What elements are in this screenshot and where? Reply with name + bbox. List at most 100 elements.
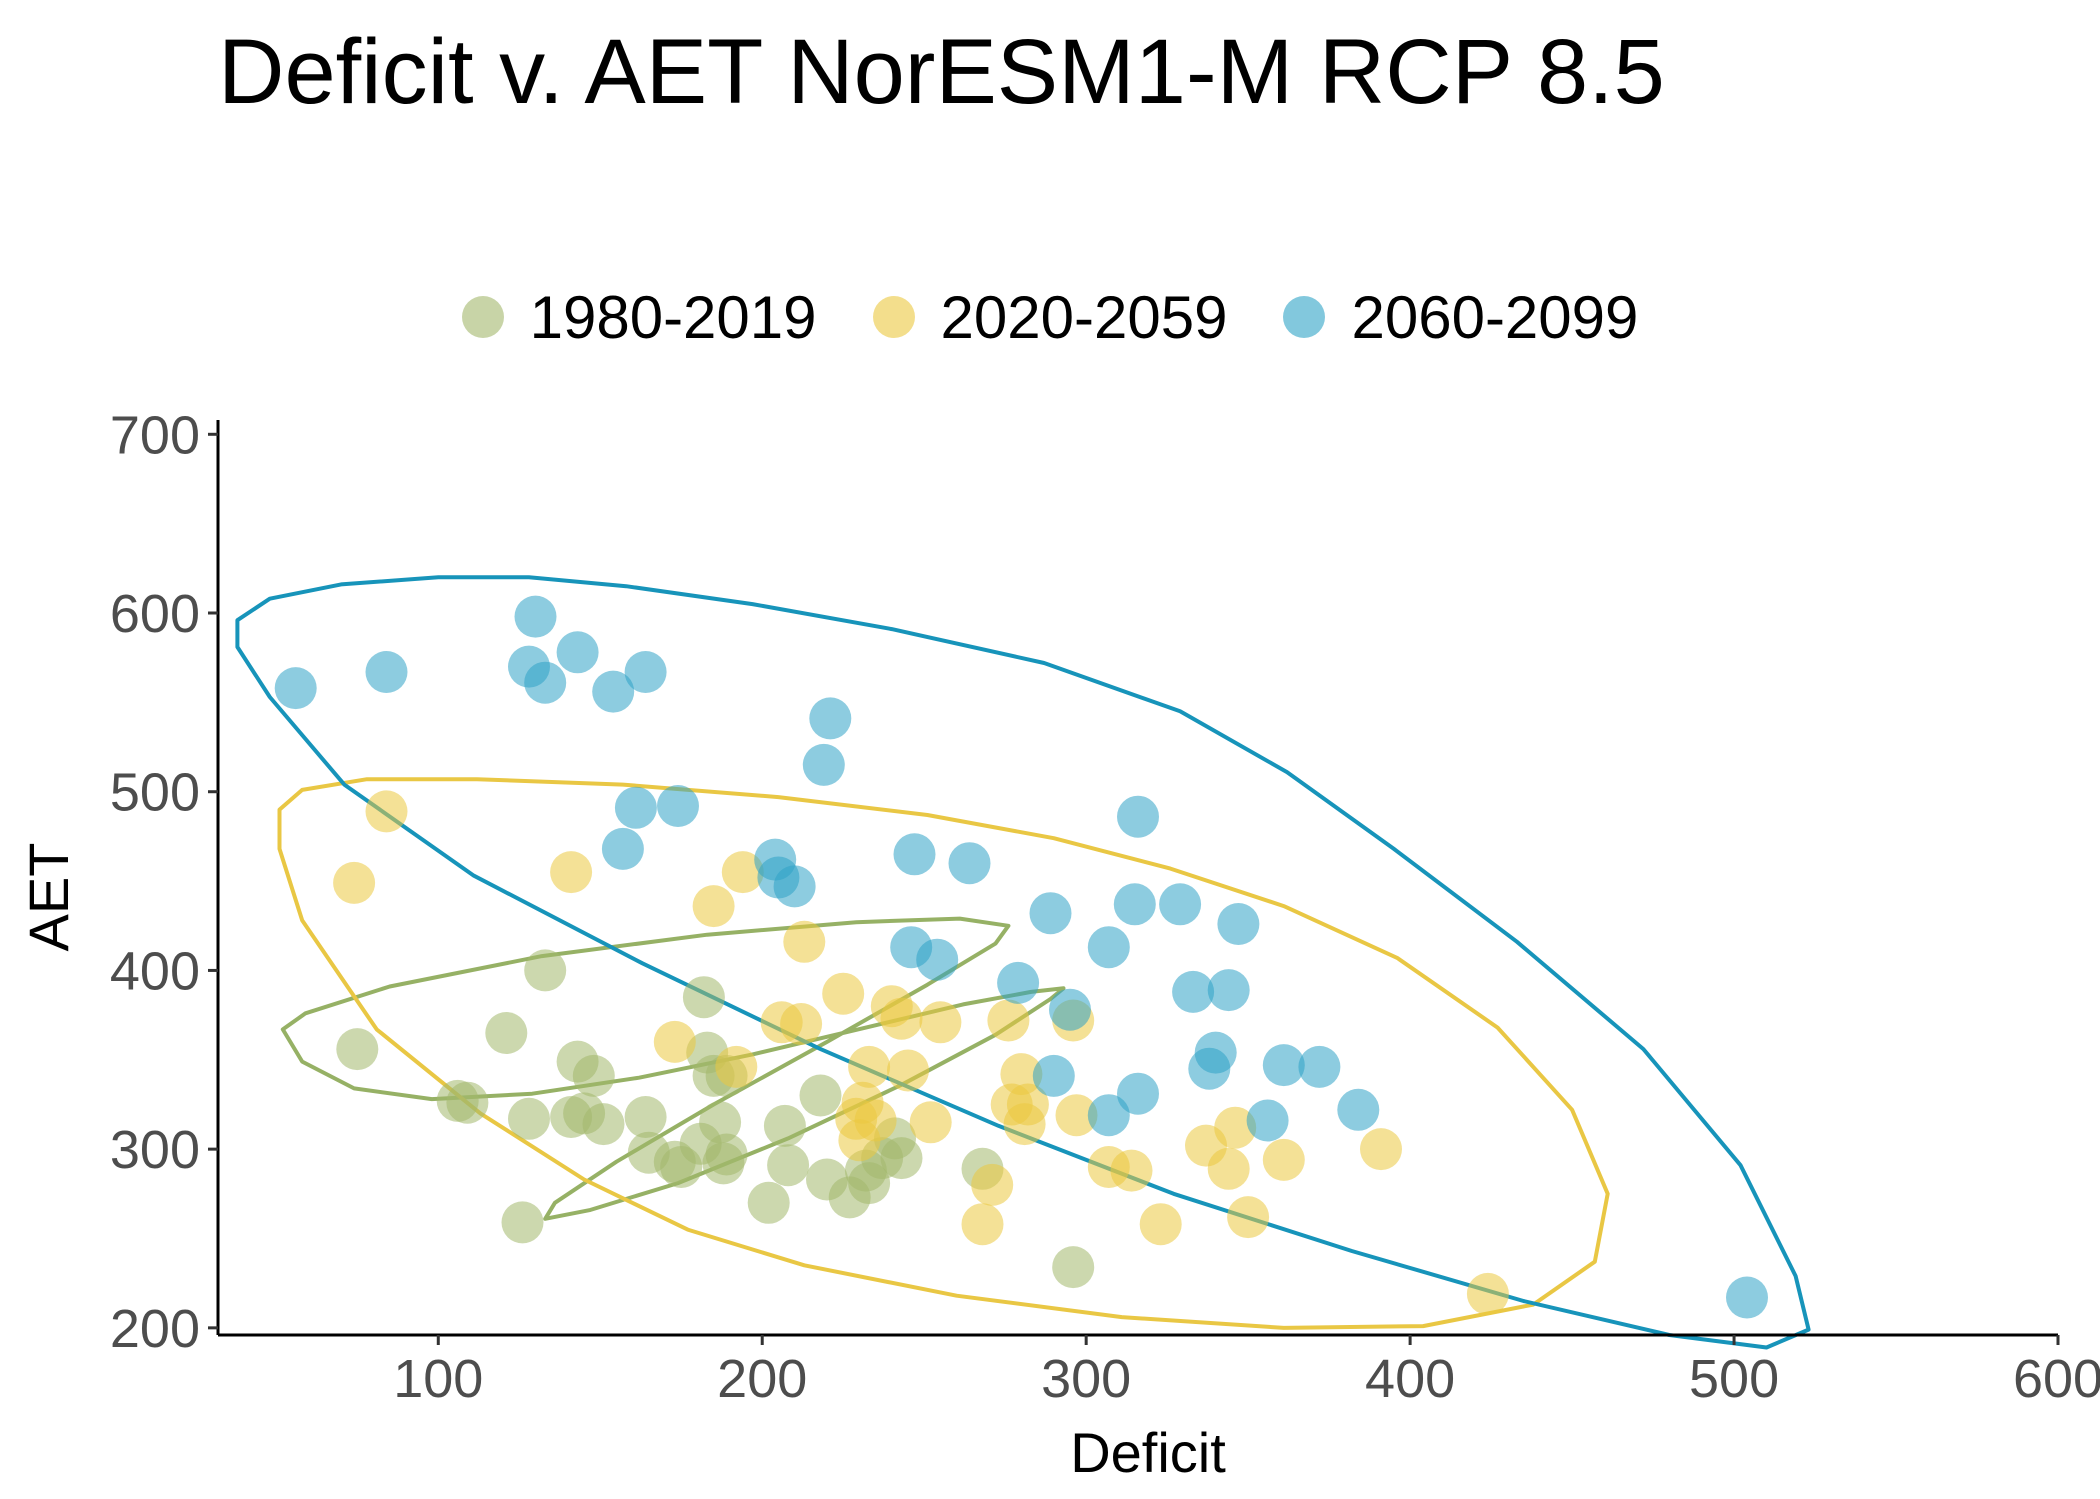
- point-2060-2099: [997, 961, 1040, 1004]
- legend-item-2060-2099: 2060-2099: [1283, 283, 1638, 352]
- chart-title: Deficit v. AET NorESM1-M RCP 8.5: [218, 21, 1665, 123]
- legend-marker-1980-2019: [461, 296, 504, 338]
- point-2020-2059: [1214, 1106, 1257, 1149]
- y-tick-label: 500: [110, 763, 200, 823]
- point-1980-2019: [1052, 1246, 1095, 1289]
- point-2020-2059: [854, 1099, 897, 1142]
- point-2060-2099: [1117, 795, 1159, 838]
- point-2020-2059: [909, 1101, 952, 1144]
- point-2060-2099: [1298, 1045, 1341, 1088]
- point-2020-2059: [822, 972, 865, 1015]
- point-2020-2059: [887, 1049, 929, 1092]
- point-2020-2059: [961, 1203, 1004, 1246]
- point-2020-2059: [919, 1001, 962, 1044]
- point-2060-2099: [1087, 926, 1130, 969]
- point-2020-2059: [1227, 1196, 1270, 1239]
- x-tick-label: 100: [393, 1349, 483, 1409]
- axes-layer: 100 200 300 400 500 600 200 300 400 500 600 700: [110, 405, 2100, 1409]
- point-2060-2099: [1159, 883, 1202, 926]
- point-2020-2059: [653, 1020, 696, 1063]
- point-2060-2099: [524, 661, 567, 704]
- point-2020-2059: [333, 861, 376, 904]
- point-2020-2059: [1466, 1272, 1509, 1315]
- point-2060-2099: [773, 865, 816, 908]
- point-2020-2059: [721, 851, 764, 894]
- point-2020-2059: [880, 997, 923, 1040]
- y-tick-label: 700: [110, 405, 200, 465]
- point-2020-2059: [1207, 1147, 1250, 1190]
- x-tick-label: 600: [2013, 1349, 2100, 1409]
- point-2060-2099: [1117, 1072, 1159, 1115]
- y-tick-label: 200: [110, 1299, 200, 1359]
- point-2020-2059: [780, 1003, 823, 1045]
- ellipse-2020-2059: [277, 777, 1610, 1330]
- point-1980-2019: [582, 1103, 625, 1146]
- point-2060-2099: [1049, 988, 1091, 1031]
- point-2020-2059: [550, 851, 593, 894]
- point-2020-2059: [1110, 1149, 1153, 1192]
- legend-marker-2060-2099: [1283, 296, 1326, 338]
- y-axis-label: AET: [17, 843, 80, 952]
- legend-label-2060-2099: 2060-2099: [1351, 283, 1639, 351]
- point-1980-2019: [501, 1201, 544, 1244]
- y-tick-label: 300: [110, 1120, 200, 1180]
- point-2020-2059: [971, 1163, 1014, 1206]
- point-2060-2099: [601, 827, 644, 870]
- y-tick-label: 400: [110, 941, 200, 1001]
- point-2060-2099: [1032, 1054, 1075, 1097]
- point-1980-2019: [799, 1074, 842, 1117]
- point-2060-2099: [556, 631, 599, 674]
- point-2020-2059: [692, 885, 735, 928]
- point-2060-2099: [1337, 1088, 1380, 1131]
- ellipse-1980-2019: [280, 916, 1066, 1221]
- point-2060-2099: [802, 743, 845, 786]
- point-2020-2059: [1262, 1138, 1305, 1181]
- legend-label-2020-2059: 2020-2059: [940, 283, 1228, 351]
- point-2020-2059: [1360, 1128, 1402, 1171]
- point-2060-2099: [1726, 1276, 1768, 1319]
- point-2060-2099: [365, 651, 408, 693]
- x-tick-label: 400: [1365, 1349, 1455, 1409]
- point-2060-2099: [1087, 1094, 1130, 1137]
- point-2020-2059: [987, 999, 1030, 1042]
- y-tick-label: 600: [110, 584, 200, 644]
- point-2060-2099: [624, 651, 667, 693]
- point-1980-2019: [699, 1101, 742, 1144]
- point-1980-2019: [880, 1137, 923, 1180]
- points-layer: [274, 595, 1768, 1319]
- point-2060-2099: [1194, 1031, 1237, 1074]
- legend-marker-2020-2059: [872, 296, 915, 338]
- point-1980-2019: [763, 1104, 806, 1147]
- ellipse-2060-2099: [235, 575, 1811, 1350]
- point-2020-2059: [783, 920, 826, 963]
- point-2060-2099: [1246, 1099, 1289, 1142]
- point-1980-2019: [705, 1133, 748, 1176]
- legend: 1980-2019 2020-2059 2060-2099: [0, 282, 2100, 352]
- point-2060-2099: [1172, 970, 1215, 1013]
- point-2060-2099: [614, 786, 657, 829]
- x-tick-label: 500: [1689, 1349, 1779, 1409]
- point-2060-2099: [592, 670, 635, 713]
- point-2020-2059: [715, 1045, 758, 1088]
- point-1980-2019: [682, 976, 725, 1019]
- point-2060-2099: [1217, 903, 1260, 945]
- point-2060-2099: [893, 833, 936, 876]
- point-1980-2019: [572, 1054, 615, 1097]
- legend-item-2020-2059: 2020-2059: [872, 283, 1228, 352]
- legend-item-1980-2019: 1980-2019: [461, 283, 817, 352]
- x-tick-label: 300: [1041, 1349, 1131, 1409]
- ellipses-layer: [235, 575, 1811, 1350]
- point-2020-2059: [848, 1045, 891, 1088]
- point-2020-2059: [1055, 1094, 1098, 1137]
- x-axis-label: Deficit: [1070, 1421, 1226, 1484]
- point-2060-2099: [1113, 883, 1156, 926]
- point-2060-2099: [1207, 969, 1250, 1012]
- point-1980-2019: [747, 1181, 790, 1224]
- point-1980-2019: [508, 1097, 550, 1140]
- point-1980-2019: [485, 1012, 528, 1054]
- point-2020-2059: [1006, 1083, 1049, 1126]
- point-2060-2099: [948, 842, 991, 885]
- x-tick-label: 200: [717, 1349, 807, 1409]
- legend-label-1980-2019: 1980-2019: [529, 283, 817, 351]
